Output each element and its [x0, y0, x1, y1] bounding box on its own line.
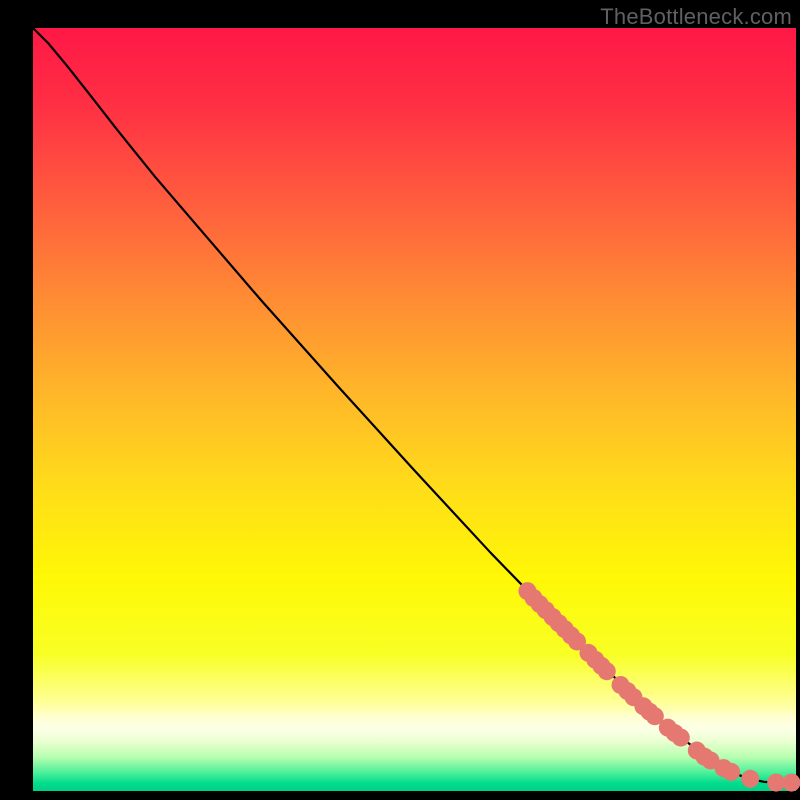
data-marker	[672, 729, 690, 747]
data-marker	[741, 770, 759, 788]
data-marker	[598, 662, 616, 680]
data-marker	[782, 774, 800, 792]
data-marker	[722, 763, 740, 781]
watermark-label: TheBottleneck.com	[600, 4, 792, 30]
gradient-background	[33, 28, 796, 791]
bottleneck-heatmap-chart	[0, 0, 800, 800]
